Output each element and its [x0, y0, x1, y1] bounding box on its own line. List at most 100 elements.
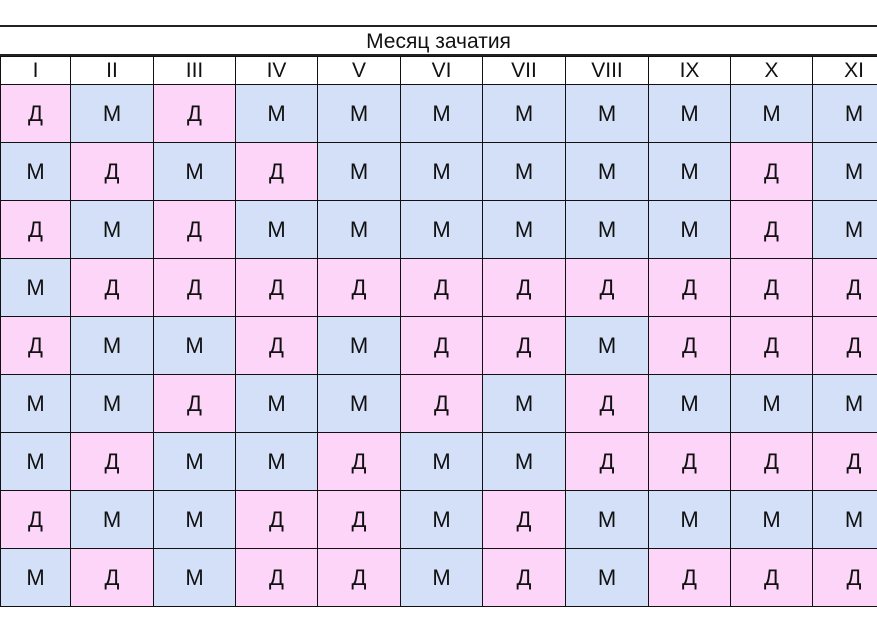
- cell-boy: М: [812, 490, 877, 549]
- cell-boy: М: [400, 432, 483, 491]
- cell-girl: Д: [0, 490, 71, 549]
- cell-boy: М: [317, 316, 401, 375]
- cell-girl: Д: [235, 258, 318, 317]
- cell-girl: Д: [70, 548, 154, 607]
- column-header: IV: [235, 56, 318, 85]
- column-header: III: [153, 56, 236, 85]
- cell-boy: М: [317, 84, 401, 143]
- cell-boy: М: [70, 200, 154, 259]
- cell-girl: Д: [235, 490, 318, 549]
- cell-boy: М: [730, 84, 813, 143]
- cell-boy: М: [812, 200, 877, 259]
- cell-boy: М: [70, 490, 154, 549]
- cell-girl: Д: [0, 316, 71, 375]
- cell-boy: М: [153, 142, 236, 201]
- cell-boy: М: [0, 548, 71, 607]
- cell-girl: Д: [482, 316, 566, 375]
- cell-girl: Д: [812, 258, 877, 317]
- cell-girl: Д: [648, 548, 731, 607]
- cell-girl: Д: [317, 490, 401, 549]
- cell-boy: М: [812, 84, 877, 143]
- cell-girl: Д: [400, 316, 483, 375]
- cell-boy: М: [400, 548, 483, 607]
- cell-boy: М: [153, 432, 236, 491]
- cell-girl: Д: [648, 316, 731, 375]
- cell-girl: Д: [70, 258, 154, 317]
- cell-boy: М: [317, 200, 401, 259]
- cell-boy: М: [317, 374, 401, 433]
- cell-boy: М: [565, 316, 649, 375]
- cell-girl: Д: [482, 258, 566, 317]
- cell-boy: М: [400, 84, 483, 143]
- cell-boy: М: [812, 142, 877, 201]
- cell-boy: М: [648, 490, 731, 549]
- cell-boy: М: [0, 374, 71, 433]
- cell-girl: Д: [70, 432, 154, 491]
- cell-girl: Д: [565, 258, 649, 317]
- cell-girl: Д: [565, 374, 649, 433]
- cell-girl: Д: [317, 548, 401, 607]
- cell-boy: М: [153, 316, 236, 375]
- cell-girl: Д: [317, 258, 401, 317]
- cell-boy: М: [0, 432, 71, 491]
- cell-girl: Д: [648, 258, 731, 317]
- month-header-row: I II III IV V VI VII VIII IX X XI: [0, 56, 877, 85]
- cell-boy: М: [730, 374, 813, 433]
- cell-boy: М: [0, 142, 71, 201]
- cell-boy: М: [648, 142, 731, 201]
- column-header: I: [0, 56, 71, 85]
- cell-girl: Д: [648, 432, 731, 491]
- cell-girl: Д: [730, 258, 813, 317]
- cell-boy: М: [482, 374, 566, 433]
- cell-boy: М: [565, 490, 649, 549]
- column-header: VII: [482, 56, 566, 85]
- cell-girl: Д: [730, 200, 813, 259]
- column-header: X: [730, 56, 813, 85]
- cell-girl: Д: [482, 548, 566, 607]
- cell-girl: Д: [730, 142, 813, 201]
- cell-girl: Д: [730, 432, 813, 491]
- cell-girl: Д: [0, 200, 71, 259]
- cell-boy: М: [153, 548, 236, 607]
- cell-boy: М: [235, 84, 318, 143]
- cell-boy: М: [482, 432, 566, 491]
- cell-girl: Д: [70, 142, 154, 201]
- cell-boy: М: [153, 490, 236, 549]
- cell-girl: Д: [0, 84, 71, 143]
- cell-boy: М: [482, 200, 566, 259]
- top-divider: [0, 25, 877, 27]
- cell-girl: Д: [730, 316, 813, 375]
- cell-boy: М: [400, 490, 483, 549]
- cell-girl: Д: [235, 548, 318, 607]
- cell-boy: М: [565, 142, 649, 201]
- cell-boy: М: [400, 200, 483, 259]
- cell-girl: Д: [153, 84, 236, 143]
- cell-girl: Д: [153, 258, 236, 317]
- column-header: VI: [400, 56, 483, 85]
- cell-girl: Д: [400, 258, 483, 317]
- cell-girl: Д: [235, 316, 318, 375]
- conception-table-container: Месяц зачатия I II III IV V VI VII VIII IX X XI Д М Д…: [0, 25, 877, 607]
- cell-boy: М: [70, 374, 154, 433]
- cell-boy: М: [482, 84, 566, 143]
- cell-girl: Д: [812, 316, 877, 375]
- cell-boy: М: [648, 374, 731, 433]
- column-header: II: [70, 56, 154, 85]
- column-header: XI: [812, 56, 877, 85]
- cell-girl: Д: [565, 432, 649, 491]
- cell-girl: Д: [812, 432, 877, 491]
- cell-boy: М: [812, 374, 877, 433]
- cell-girl: Д: [235, 142, 318, 201]
- cell-boy: М: [70, 316, 154, 375]
- cell-boy: М: [482, 142, 566, 201]
- cell-boy: М: [565, 548, 649, 607]
- cell-girl: Д: [153, 200, 236, 259]
